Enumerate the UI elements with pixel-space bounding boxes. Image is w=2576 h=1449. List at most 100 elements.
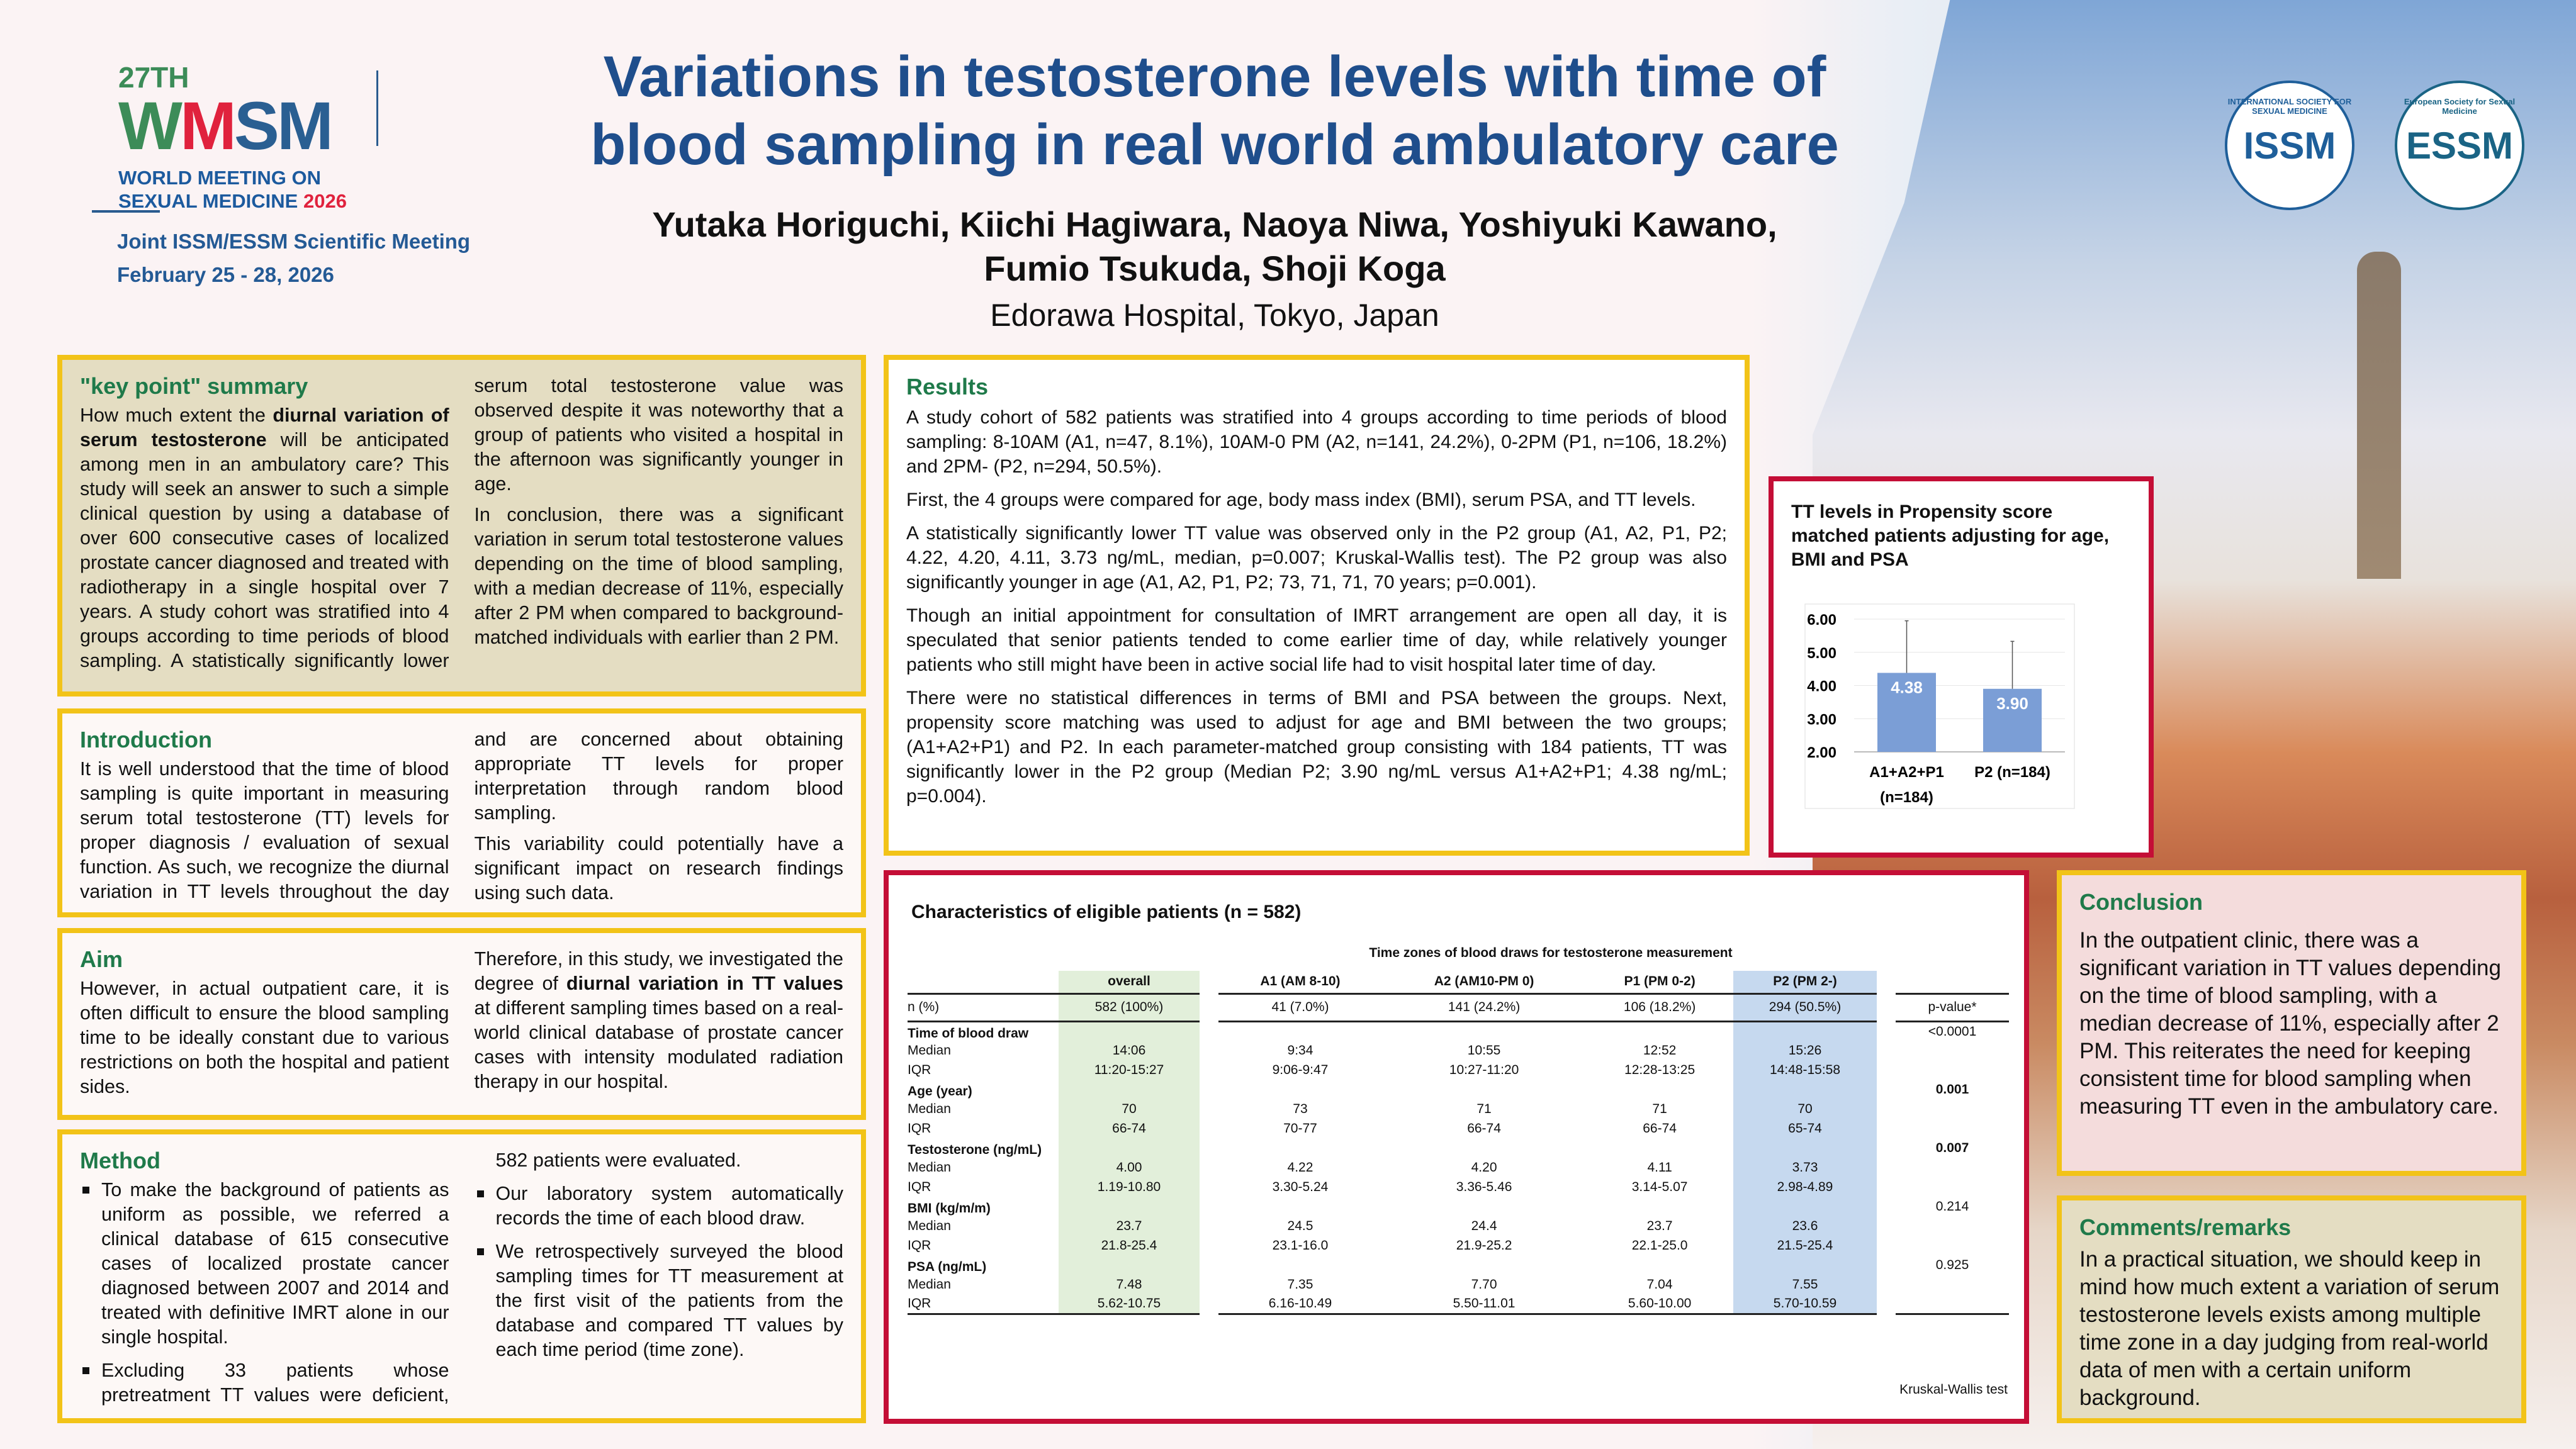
comments-section: Comments/remarks In a practical situatio… — [2057, 1195, 2526, 1423]
table-cell: 66-74 — [1059, 1119, 1200, 1139]
table-cell: 12:28-13:25 — [1624, 1063, 1696, 1077]
method-heading: Method — [80, 1148, 160, 1173]
authors-line-2: Fumio Tsukuda, Shoji Koga — [984, 249, 1446, 288]
bar — [1877, 673, 1936, 752]
authors-line-1: Yutaka Horiguchi, Kiichi Hagiwara, Naoya… — [652, 204, 1777, 244]
issm-letters: ISSM — [2243, 124, 2336, 167]
row-label: IQR — [908, 1180, 931, 1194]
table-row: Median 70 73 71 71 70 — [908, 1099, 2009, 1119]
table-cell: 4.22 — [1287, 1160, 1313, 1175]
p-value-cell — [1896, 1061, 2009, 1080]
spacer — [1877, 1080, 1896, 1100]
spacer — [1200, 1275, 1218, 1295]
table-cell — [1059, 1021, 1200, 1041]
y-tick-label: 3.00 — [1807, 711, 1836, 728]
spacer — [1877, 1158, 1896, 1178]
table-cell: 3.73 — [1733, 1158, 1877, 1178]
p-value-cell — [1896, 1217, 2009, 1236]
category-label: A1+A2+P1 — [1869, 764, 1944, 781]
row-label: Testosterone (ng/mL) — [908, 1143, 1042, 1157]
table-cell — [1382, 1256, 1586, 1275]
table-cell: 73 — [1293, 1102, 1308, 1116]
table-cell: 9:06-9:47 — [1272, 1063, 1329, 1077]
bar-value-label: 3.90 — [1996, 694, 2028, 713]
table-cell: 21.5-25.4 — [1733, 1236, 1877, 1256]
table-cell: 7.70 — [1471, 1277, 1497, 1292]
table-cell: 21.9-25.2 — [1456, 1238, 1512, 1253]
spacer — [1200, 1295, 1218, 1314]
table-cell: 66-74 — [1467, 1121, 1501, 1136]
table-cell: 11:20-15:27 — [1059, 1060, 1200, 1080]
logo-line2: SEXUAL MEDICINE — [118, 190, 298, 213]
spacer — [1200, 1080, 1218, 1100]
table-cell: 14:48-15:58 — [1733, 1060, 1877, 1080]
spacer — [1200, 1217, 1218, 1236]
logo-ordinal: 27TH — [118, 61, 189, 94]
table-row: IQR 21.8-25.4 23.1-16.0 21.9-25.2 22.1-25.0 2… — [908, 1236, 2009, 1256]
table-cell — [1059, 1138, 1200, 1158]
table-row: BMI (kg/m/m) 0.214 — [908, 1197, 2009, 1217]
y-tick-label: 4.00 — [1807, 678, 1836, 695]
keypoint-paragraph: How much extent the diurnal variation of… — [80, 374, 843, 673]
table-footnote: Kruskal-Wallis test — [1899, 1382, 2008, 1397]
p-value-cell: 0.214 — [1935, 1199, 1969, 1214]
characteristics-table-panel: Characteristics of eligible patients (n … — [884, 870, 2029, 1424]
essm-logo: European Society for Sexual Medicine ESSM — [2395, 81, 2524, 210]
emphasis: diurnal variation in TT values — [566, 973, 844, 994]
essm-ring-text: European Society for Sexual Medicine — [2404, 97, 2516, 116]
table-row: Age (year) 0.001 — [908, 1080, 2009, 1100]
poster-title: Variations in testosterone levels with t… — [554, 43, 1876, 179]
table-cell: 141 (24.2%) — [1381, 993, 1587, 1022]
table-cell: 7.55 — [1733, 1275, 1877, 1295]
y-tick-label: 2.00 — [1807, 744, 1836, 761]
conclusion-heading: Conclusion — [2079, 889, 2203, 915]
table-cell: 4.20 — [1471, 1160, 1497, 1175]
table-cell — [1218, 1139, 1382, 1158]
table-cell: 23.7 — [1059, 1216, 1200, 1236]
table-cell: 3.36-5.46 — [1456, 1180, 1512, 1194]
table-row: Median 14:06 9:34 10:55 12:52 15:26 — [908, 1041, 2009, 1061]
logo-divider — [376, 70, 378, 146]
table-cell — [1059, 1080, 1200, 1100]
spacer — [1877, 1061, 1896, 1080]
row-label: Median — [908, 1160, 951, 1175]
p-value-cell: <0.0001 — [1928, 1024, 1977, 1039]
row-label: Median — [908, 1219, 951, 1233]
table-cell: 1.19-10.80 — [1059, 1177, 1200, 1197]
p-value-cell — [1896, 1119, 2009, 1139]
row-label: Median — [908, 1043, 951, 1058]
aim-heading: Aim — [80, 946, 123, 972]
spacer — [1877, 1178, 1896, 1197]
table-cell: 5.60-10.00 — [1586, 1294, 1733, 1315]
comments-text: In a practical situation, we should keep… — [2079, 1247, 2500, 1410]
table-cell: P2 (PM 2-) — [1733, 971, 1877, 995]
title-line-2: blood sampling in real world ambulatory … — [590, 113, 1839, 177]
spacer — [1200, 1100, 1218, 1119]
issm-ring-text: INTERNATIONAL SOCIETY FOR SEXUAL MEDICIN… — [2227, 97, 2352, 116]
table-row: Median 4.00 4.22 4.20 4.11 3.73 — [908, 1158, 2009, 1178]
table-cell: A1 (AM 8-10) — [1218, 971, 1382, 995]
row-label: IQR — [908, 1294, 1059, 1315]
table-cell: 12:52 — [1643, 1043, 1677, 1058]
keypoint-paragraph: In conclusion, there was a significant v… — [474, 504, 844, 648]
spacer — [1877, 1119, 1896, 1139]
row-label — [908, 971, 1059, 995]
table-cell — [1733, 1080, 1877, 1100]
p-value-cell: 0.007 — [1935, 1141, 1969, 1155]
spacer — [1200, 1178, 1218, 1197]
table-cell — [1733, 1197, 1877, 1217]
table-cell — [1586, 1197, 1733, 1217]
table-cell: 70 — [1059, 1099, 1200, 1119]
table-cell: 24.5 — [1287, 1219, 1313, 1233]
spacer — [1877, 1217, 1896, 1236]
bar-value-label: 4.38 — [1891, 678, 1923, 697]
spacer — [1200, 1197, 1218, 1217]
introduction-heading: Introduction — [80, 727, 212, 752]
table-row: Median 23.7 24.5 24.4 23.7 23.6 — [908, 1216, 2009, 1236]
spacer — [1877, 1100, 1896, 1119]
table-cell — [1586, 1080, 1733, 1100]
spacer — [1200, 1236, 1218, 1256]
table-cell: 6.16-10.49 — [1218, 1294, 1382, 1315]
table-cell — [1733, 1255, 1877, 1275]
affiliation: Edorawa Hospital, Tokyo, Japan — [990, 298, 1439, 333]
